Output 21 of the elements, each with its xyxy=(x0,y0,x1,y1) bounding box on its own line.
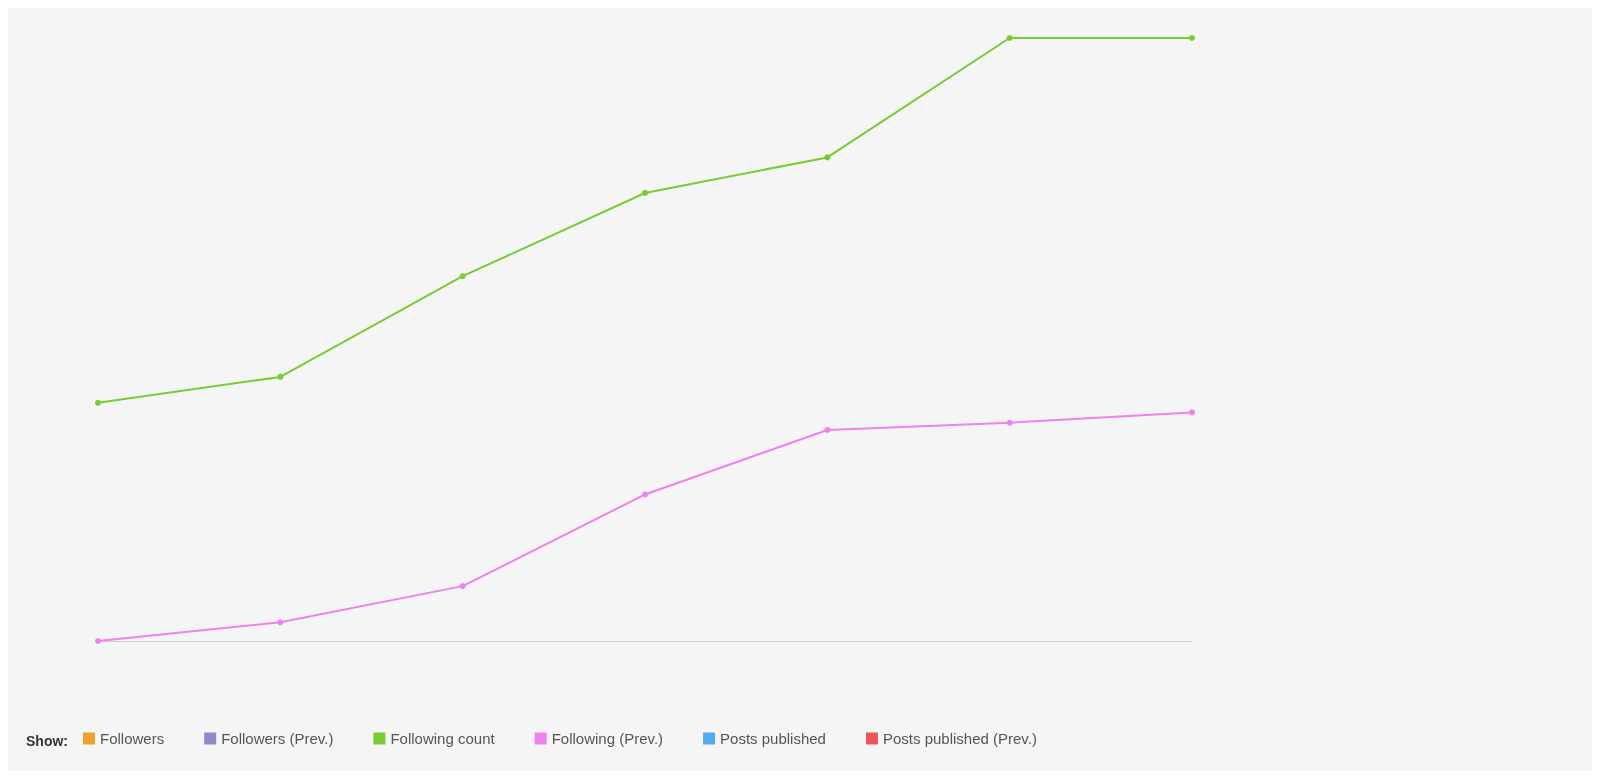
point xyxy=(642,491,648,498)
point xyxy=(1006,419,1013,426)
point xyxy=(824,426,831,433)
legend-label: Posts published (Prev.) xyxy=(882,730,1037,747)
point xyxy=(95,638,101,644)
point xyxy=(1189,409,1195,416)
legend-title: Show: xyxy=(26,733,68,749)
legend-label: Posts published xyxy=(720,730,826,747)
legend-label: Followers (Prev.) xyxy=(221,730,334,747)
point xyxy=(1189,35,1195,41)
legend-label: Followers xyxy=(100,730,165,747)
legend-label: Following (Prev.) xyxy=(551,730,664,747)
point xyxy=(824,154,831,161)
point xyxy=(1006,35,1013,41)
point xyxy=(459,273,466,280)
point xyxy=(277,619,284,626)
point xyxy=(459,583,466,590)
point xyxy=(642,189,648,196)
point xyxy=(95,399,101,406)
point xyxy=(277,373,284,380)
legend-label: Following count xyxy=(390,730,496,747)
